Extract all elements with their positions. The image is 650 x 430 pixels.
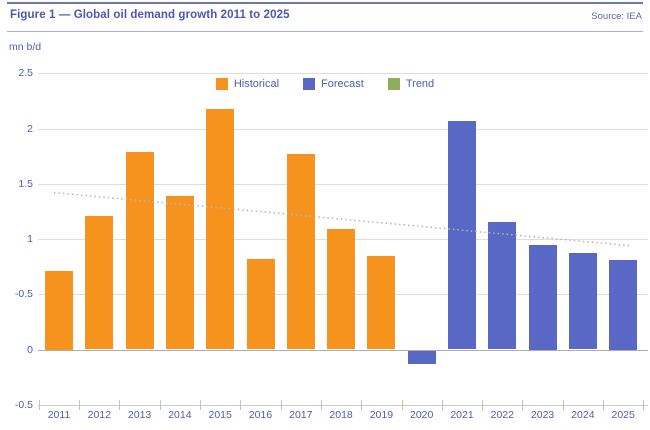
x-tick-label-2015: 2015 bbox=[208, 409, 232, 421]
x-tick-label-2011: 2011 bbox=[47, 409, 71, 421]
x-tick-label-2018: 2018 bbox=[329, 409, 353, 421]
bar-2013-historical bbox=[125, 151, 154, 350]
legend-label-trend: Trend bbox=[405, 78, 435, 90]
x-axis-tick bbox=[79, 399, 81, 410]
x-tick-label-2017: 2017 bbox=[289, 409, 313, 421]
x-tick-label-2025: 2025 bbox=[611, 409, 635, 421]
trend-swatch-icon bbox=[387, 78, 400, 90]
gridline-y-2.5 bbox=[38, 73, 648, 75]
historical-swatch-icon bbox=[215, 78, 228, 90]
figure-title: Figure 1 — Global oil demand growth 2011… bbox=[10, 9, 290, 21]
legend-label-historical: Historical bbox=[233, 78, 280, 90]
bar-2021-forecast bbox=[448, 120, 476, 350]
bar-2025-forecast bbox=[609, 260, 638, 350]
x-axis-tick bbox=[320, 399, 322, 410]
x-axis-tick bbox=[482, 399, 484, 410]
top-border-rule bbox=[7, 2, 643, 4]
bar-2023-forecast bbox=[528, 244, 557, 350]
forecast-swatch-icon bbox=[303, 78, 316, 90]
header-divider-rule bbox=[7, 31, 643, 32]
bar-2024-forecast bbox=[568, 253, 597, 350]
x-tick-label-2019: 2019 bbox=[369, 409, 394, 421]
legend-item-historical: Historical bbox=[215, 78, 280, 90]
bar-2015-historical bbox=[206, 108, 235, 350]
y-axis-unit-label: mn b/d bbox=[9, 41, 42, 53]
gridline-y-2 bbox=[38, 128, 648, 130]
x-axis-tick bbox=[38, 399, 40, 410]
x-tick-label-2020: 2020 bbox=[410, 409, 434, 421]
x-axis-tick bbox=[441, 399, 443, 410]
x-tick-label-2012: 2012 bbox=[87, 409, 111, 421]
x-tick-label-2014: 2014 bbox=[168, 409, 192, 421]
x-axis-tick bbox=[159, 399, 161, 410]
bar-2020-forecast bbox=[407, 350, 436, 364]
gridline-y--0.5 bbox=[38, 404, 648, 406]
x-axis-tick bbox=[280, 399, 282, 410]
x-axis-tick bbox=[643, 399, 645, 410]
gridline-y-0 bbox=[38, 349, 648, 351]
bar-2019-historical bbox=[367, 255, 396, 350]
x-axis-tick bbox=[361, 399, 363, 410]
x-tick-label-2023: 2023 bbox=[530, 409, 555, 421]
legend-label-forecast: Forecast bbox=[321, 78, 364, 90]
legend-item-trend: Trend bbox=[387, 78, 435, 90]
x-tick-label-2016: 2016 bbox=[248, 409, 273, 421]
x-axis-tick bbox=[119, 399, 121, 410]
bar-2012-historical bbox=[85, 215, 114, 350]
x-axis-tick bbox=[401, 399, 403, 410]
y-tick-label: -0.5 bbox=[14, 288, 33, 301]
source-label: Source: IEA bbox=[591, 11, 642, 22]
bar-2016-historical bbox=[246, 258, 275, 350]
y-tick-label: 2.5 bbox=[18, 67, 33, 80]
x-axis-tick bbox=[603, 399, 604, 410]
x-tick-label-2022: 2022 bbox=[490, 409, 514, 421]
bar-2022-forecast bbox=[488, 222, 517, 350]
bar-2011-historical bbox=[45, 271, 73, 350]
x-axis-tick bbox=[240, 399, 242, 410]
legend-item-forecast: Forecast bbox=[303, 78, 364, 90]
x-axis-tick bbox=[200, 399, 201, 410]
chart-legend: Historical Forecast Trend bbox=[0, 78, 650, 90]
x-axis-tick bbox=[562, 399, 564, 410]
y-tick-label: 1 bbox=[27, 233, 33, 245]
x-tick-label-2021: 2021 bbox=[450, 409, 474, 421]
bar-2018-historical bbox=[327, 229, 356, 350]
y-tick-label: 1.5 bbox=[18, 177, 33, 190]
y-tick-label: 2 bbox=[27, 122, 33, 135]
gridline-y-1.5 bbox=[38, 183, 648, 185]
x-axis-tick bbox=[522, 399, 524, 410]
x-tick-label-2013: 2013 bbox=[127, 409, 152, 421]
x-tick-label-2024: 2024 bbox=[571, 409, 595, 421]
bar-2014-historical bbox=[165, 195, 194, 350]
y-tick-label: 0 bbox=[27, 343, 33, 356]
y-tick-label: -0.5 bbox=[14, 398, 33, 411]
bar-2017-historical bbox=[286, 153, 315, 350]
